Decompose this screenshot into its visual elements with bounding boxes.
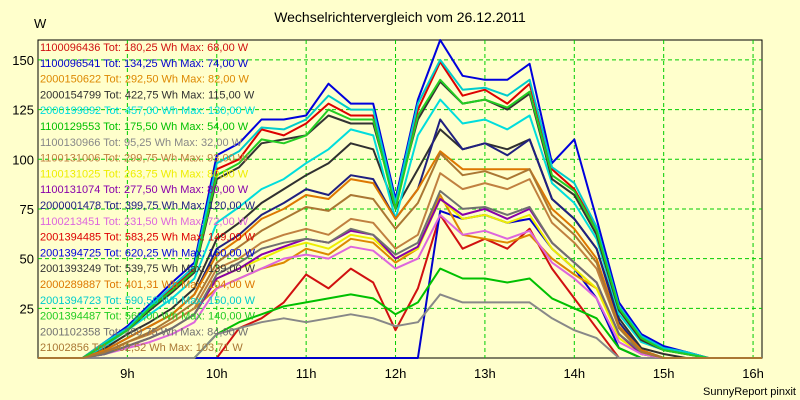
footer-credit: SunnyReport pinxit [703, 386, 796, 398]
y-tick-label: 100 [12, 152, 34, 167]
x-ticks: 9h 10h 11h 12h 13h 14h 15h 16h [120, 366, 764, 381]
x-tick-label: 9h [120, 366, 134, 381]
x-tick-label: 14h [563, 366, 585, 381]
legend-entry: 2001394725 Tot: 620,25 Wh Max: 160,00 W [40, 247, 256, 259]
series-line [38, 293, 762, 359]
series-line [38, 128, 762, 359]
y-ticks: 25 50 75 100 125 150 [12, 53, 34, 316]
series-line [38, 58, 762, 359]
legend-entry: 2001393249 Tot: 539,75 Wh Max: 139,00 W [40, 263, 256, 275]
legend-entry: 1100096541 Tot: 134,25 Wh Max: 74,00 W [40, 58, 249, 70]
legend-entry: 2000001478 Tot: 399,75 Wh Max: 120,00 W [40, 200, 256, 212]
y-tick-label: 150 [12, 53, 34, 68]
chart-title: Wechselrichtervergleich vom 26.12.2011 [274, 9, 526, 25]
y-tick-label: 75 [20, 202, 34, 217]
x-tick-label: 10h [206, 366, 228, 381]
series-line [38, 152, 762, 359]
legend-entry: 1100131006 Tot: 299,75 Wh Max: 93,00 W [40, 153, 249, 165]
legend-entry: 1100096436 Tot: 180,25 Wh Max: 68,00 W [40, 42, 249, 54]
series-line [38, 39, 762, 359]
legend-entry: 21002856 Tot: 302,52 Wh Max: 103,71 W [40, 342, 243, 354]
legend-entry: 2001102358 Tot: 269,75 Wh Max: 84,00 W [40, 326, 249, 338]
legend-entry: 1100131025 Tot: 263,75 Wh Max: 80,00 W [40, 168, 249, 180]
y-axis-label: W [34, 16, 47, 31]
y-tick-label: 50 [20, 252, 34, 267]
x-tick-label: 12h [385, 366, 407, 381]
legend-entry: 2000154799 Tot: 422,75 Wh Max: 115,00 W [40, 89, 255, 101]
x-tick-label: 15h [653, 366, 675, 381]
legend-entry: 2000199892 Tot: 457,00 Wh Max: 130,00 W [40, 105, 256, 117]
x-tick-label: 13h [474, 366, 496, 381]
legend-entry: 2001394487 Tot: 560,00 Wh Max: 140,00 W [40, 311, 256, 323]
series-lines [38, 39, 762, 359]
legend-entry: 2001394723 Tot: 590,50 Wh Max: 150,00 W [40, 295, 256, 307]
legend-entry: 2000289887 Tot: 401,31 Wh Max: 104,00 W [40, 279, 256, 291]
x-tick-label: 11h [296, 366, 317, 381]
x-tick-label: 16h [742, 366, 764, 381]
legend-entry: 1100131074 Tot: 277,50 Wh Max: 80,00 W [40, 184, 249, 196]
legend: 1100096436 Tot: 180,25 Wh Max: 68,00 W 11… [40, 42, 256, 354]
y-tick-label: 25 [20, 301, 34, 316]
legend-entry: 1100129553 Tot: 175,50 Wh Max: 54,00 W [40, 121, 249, 133]
legend-entry: 2001394485 Tot: 583,25 Wh Max: 149,00 W [40, 232, 256, 244]
y-tick-label: 125 [12, 103, 34, 118]
legend-entry: 1100213451 Tot: 231,50 Wh Max: 72,00 W [40, 216, 249, 228]
legend-entry: 2000150622 Tot: 292,50 Wh Max: 82,00 W [40, 74, 250, 86]
series-line [38, 78, 762, 359]
legend-entry: 1100130966 Tot: 95,25 Wh Max: 32,00 W [40, 137, 243, 149]
